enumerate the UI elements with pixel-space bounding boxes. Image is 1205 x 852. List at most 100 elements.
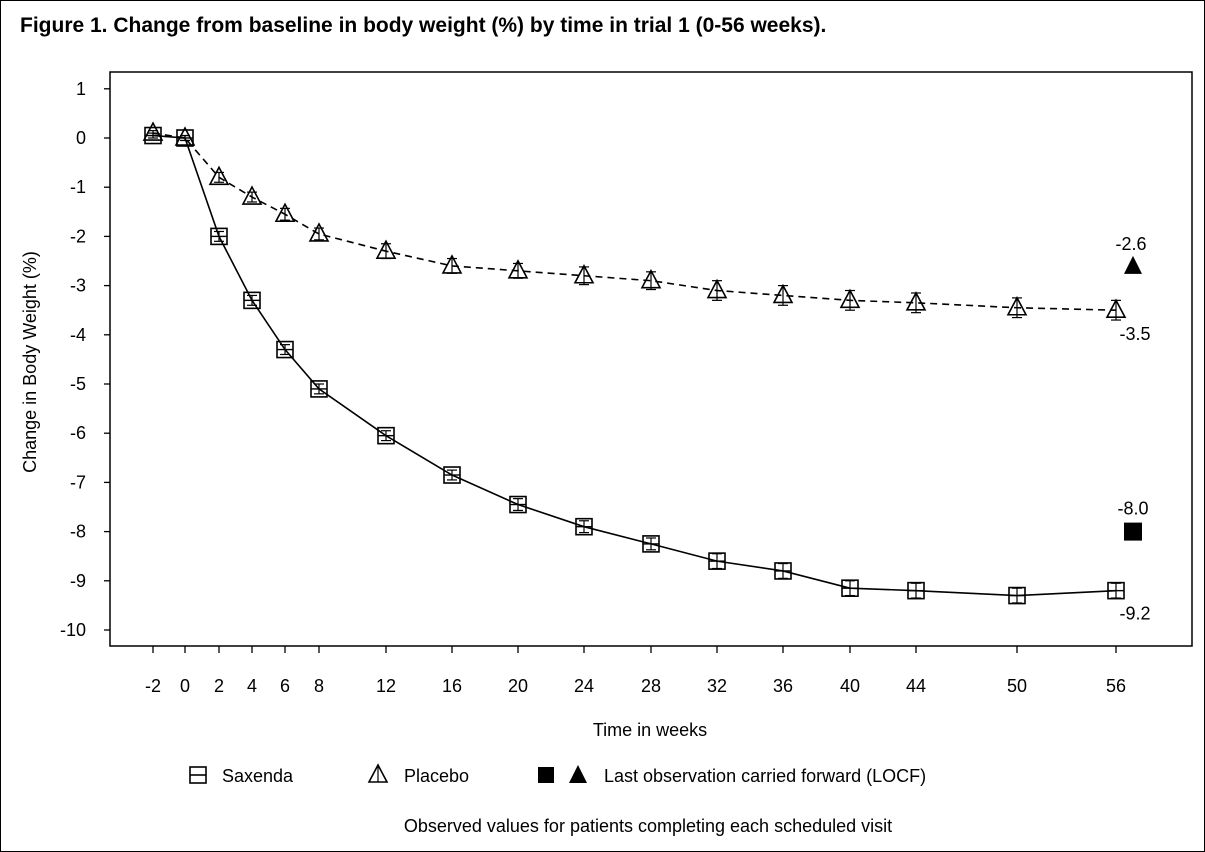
triangle-marker — [308, 222, 330, 242]
saxenda-point — [575, 517, 593, 536]
saxenda-point — [1008, 586, 1026, 605]
y-axis-ticks: 1 0 -1 -2 -3 -4 -5 -6 -7 -8 -9 -10 — [60, 79, 110, 640]
saxenda-point — [377, 426, 395, 445]
placebo-point — [573, 264, 595, 286]
figure-title: Figure 1. Change from baseline in body w… — [20, 14, 827, 37]
placebo-point — [174, 126, 196, 146]
saxenda-point — [907, 581, 925, 600]
placebo-point — [905, 291, 927, 314]
saxenda-line — [152, 134, 1117, 597]
locf-saxenda-marker — [1124, 522, 1142, 541]
x-axis-label: Time in weeks — [593, 720, 707, 740]
legend-locf-square-marker — [538, 767, 554, 783]
x-axis-ticks: -2 0 2 4 6 8 12 16 20 24 28 32 36 40 44 50 56 — [145, 646, 1126, 696]
y-axis-label: Change in Body Weight (%) — [20, 251, 40, 473]
locf-placebo-marker — [1124, 255, 1142, 274]
placebo-point — [375, 239, 397, 260]
triangle-marker — [573, 264, 595, 284]
saxenda-point — [509, 495, 527, 514]
triangle-marker — [208, 165, 230, 186]
placebo-end-label: -3.5 — [1119, 324, 1150, 344]
y-tick-label: -8 — [70, 522, 86, 542]
placebo-point — [308, 222, 330, 242]
placebo-point — [1006, 296, 1028, 319]
triangle-marker — [375, 239, 397, 259]
locf-placebo-label: -2.6 — [1115, 234, 1146, 254]
triangle-marker — [640, 268, 662, 289]
x-tick-label: 32 — [707, 676, 727, 696]
placebo-point — [839, 288, 861, 311]
x-tick-label: 44 — [906, 676, 926, 696]
series-layer — [142, 121, 1142, 605]
triangle-marker — [772, 283, 794, 304]
y-tick-label: -7 — [70, 472, 86, 492]
x-tick-label: 4 — [247, 676, 257, 696]
x-tick-label: 2 — [214, 676, 224, 696]
legend-placebo-marker — [367, 763, 389, 783]
saxenda-point — [708, 552, 726, 570]
triangle-marker — [142, 121, 164, 141]
saxenda-point — [310, 380, 328, 398]
legend: Saxenda Placebo Last observation carried… — [189, 763, 926, 786]
saxenda-point — [210, 227, 228, 246]
legend-placebo-label: Placebo — [404, 766, 469, 786]
saxenda-point — [1107, 581, 1125, 600]
legend-saxenda-label: Saxenda — [222, 766, 294, 786]
y-tick-label: -1 — [70, 177, 86, 197]
legend-locf-label: Last observation carried forward (LOCF) — [604, 766, 926, 786]
saxenda-point — [841, 579, 859, 597]
saxenda-point — [276, 340, 294, 359]
placebo-point — [706, 278, 728, 301]
x-tick-label: 28 — [641, 676, 661, 696]
data-labels-layer: -9.2 -3.5 -8.0 -2.6 — [1115, 234, 1150, 624]
x-tick-label: 24 — [574, 676, 594, 696]
saxenda-end-label: -9.2 — [1119, 604, 1150, 624]
locf-saxenda-label: -8.0 — [1117, 499, 1148, 519]
x-tick-label: 20 — [508, 676, 528, 696]
placebo-point — [1105, 298, 1127, 321]
y-tick-label: -3 — [70, 276, 86, 296]
plot-area-frame — [109, 71, 1193, 647]
placebo-point — [241, 185, 263, 205]
y-tick-label: 0 — [76, 128, 86, 148]
saxenda-point — [443, 466, 461, 484]
footnote: Observed values for patients completing … — [404, 816, 892, 836]
triangle-marker — [839, 288, 861, 309]
y-tick-label: -6 — [70, 423, 86, 443]
x-tick-label: 40 — [840, 676, 860, 696]
saxenda-point — [243, 291, 261, 310]
placebo-point — [274, 202, 296, 223]
triangle-marker — [174, 126, 196, 146]
x-tick-label: 12 — [376, 676, 396, 696]
y-tick-label: -9 — [70, 571, 86, 591]
saxenda-point — [642, 535, 660, 553]
x-tick-label: 8 — [314, 676, 324, 696]
triangle-marker — [1105, 298, 1127, 319]
placebo-point — [441, 254, 463, 274]
triangle-marker — [241, 185, 263, 205]
x-tick-label: 36 — [773, 676, 793, 696]
placebo-point — [142, 121, 164, 141]
triangle-marker — [1006, 296, 1028, 316]
triangle-marker — [274, 202, 296, 223]
x-tick-label: 0 — [180, 676, 190, 696]
placebo-point — [640, 268, 662, 291]
saxenda-point — [774, 562, 792, 580]
legend-saxenda-marker — [189, 766, 207, 784]
y-tick-label: 1 — [76, 79, 86, 99]
y-tick-label: -4 — [70, 325, 86, 345]
y-tick-label: -5 — [70, 374, 86, 394]
triangle-marker — [706, 278, 728, 299]
triangle-marker — [441, 254, 463, 274]
placebo-point — [507, 259, 529, 279]
placebo-point — [208, 165, 230, 186]
placebo-line — [152, 132, 1117, 311]
x-tick-label: -2 — [145, 676, 161, 696]
triangle-marker — [905, 291, 927, 311]
triangle-marker — [507, 259, 529, 279]
y-tick-label: -10 — [60, 620, 86, 640]
x-tick-label: 56 — [1106, 676, 1126, 696]
y-tick-label: -2 — [70, 226, 86, 246]
x-tick-label: 6 — [280, 676, 290, 696]
